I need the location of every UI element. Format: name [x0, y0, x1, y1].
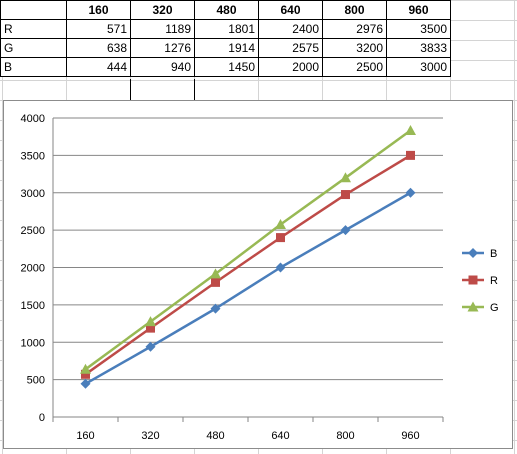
table-header-cell[interactable]: 480 — [194, 0, 259, 20]
table-header-row: 160 320 480 640 800 960 — [0, 0, 451, 20]
table-cell[interactable]: 638 — [66, 38, 131, 58]
series-r-point — [406, 150, 415, 160]
y-tick-label: 3000 — [21, 188, 45, 200]
series-b-point — [210, 303, 221, 314]
row-label-cell[interactable]: B — [0, 57, 67, 77]
table-row: R 571 1189 1801 2400 2976 3500 — [0, 19, 451, 39]
x-tick-label: 800 — [336, 430, 354, 442]
table-cell[interactable]: 940 — [130, 57, 195, 77]
table-cell[interactable]: 1801 — [194, 19, 259, 39]
x-tick-label: 480 — [206, 430, 224, 442]
series-b-point — [405, 187, 416, 198]
table-cell[interactable]: 2575 — [258, 38, 323, 58]
y-tick-label: 0 — [39, 412, 45, 424]
y-tick-label: 2500 — [21, 225, 45, 237]
table-header-cell[interactable]: 320 — [130, 0, 195, 20]
series-b-point — [80, 378, 91, 389]
table-cell[interactable]: 571 — [66, 19, 131, 39]
x-tick-label: 320 — [141, 430, 159, 442]
table-cell[interactable]: 3000 — [386, 57, 451, 77]
cell-border — [130, 79, 131, 100]
x-tick-label: 160 — [76, 430, 94, 442]
row-label-cell[interactable]: R — [0, 19, 67, 39]
series-g-point — [80, 363, 91, 374]
y-tick-label: 1000 — [21, 337, 45, 349]
series-g-line — [84, 129, 412, 371]
y-tick-label: 4000 — [21, 113, 45, 125]
cell-border — [194, 79, 195, 100]
table-cell[interactable]: 444 — [66, 57, 131, 77]
table-cell[interactable]: 1450 — [194, 57, 259, 77]
table-cell[interactable]: 2500 — [322, 57, 387, 77]
series-b-point — [340, 225, 351, 236]
table-cell[interactable]: 2000 — [258, 57, 323, 77]
table-cell[interactable]: 3200 — [322, 38, 387, 58]
series-r-point — [341, 190, 350, 200]
series-g-point — [405, 124, 416, 135]
series-b-point — [275, 262, 286, 273]
table-cell[interactable]: 1189 — [130, 19, 195, 39]
series-r-line — [84, 154, 412, 376]
table-cell[interactable]: 1276 — [130, 38, 195, 58]
table-row: B 444 940 1450 2000 2500 3000 — [0, 57, 451, 77]
line-chart[interactable]: 0 500 1000 1500 2000 2500 3000 3500 4000 160 320 48… — [4, 101, 512, 448]
table-corner-cell[interactable] — [0, 0, 67, 20]
legend-b-marker — [468, 248, 478, 258]
table-header-cell[interactable]: 960 — [386, 0, 451, 20]
table-cell[interactable]: 1914 — [194, 38, 259, 58]
series-b-point — [145, 341, 156, 352]
y-tick-label: 3500 — [21, 150, 45, 162]
series-g-point — [340, 172, 351, 183]
legend-r-label: R — [490, 275, 498, 287]
series-g-point — [210, 268, 221, 279]
table-row: G 638 1276 1914 2575 3200 3833 — [0, 38, 451, 58]
x-tick-label: 960 — [401, 430, 419, 442]
table-cell[interactable]: 2400 — [258, 19, 323, 39]
y-tick-label: 500 — [27, 375, 45, 387]
series-g-point — [145, 316, 156, 327]
legend-r-marker — [468, 275, 478, 285]
series-b-line — [84, 191, 412, 385]
series-r-point — [211, 277, 220, 287]
data-table: 160 320 480 640 800 960 R 571 1189 1801 … — [0, 0, 451, 77]
table-header-cell[interactable]: 800 — [322, 0, 387, 20]
table-header-cell[interactable]: 160 — [66, 0, 131, 20]
y-tick-label: 2000 — [21, 263, 45, 275]
table-cell[interactable]: 2976 — [322, 19, 387, 39]
chart-frame[interactable]: 0 500 1000 1500 2000 2500 3000 3500 4000 160 320 48… — [3, 100, 513, 449]
row-label-cell[interactable]: G — [0, 38, 67, 58]
legend-g-marker — [467, 301, 479, 312]
y-tick-label: 1500 — [21, 300, 45, 312]
series-r-point — [81, 369, 90, 379]
legend-b-label: B — [490, 248, 497, 260]
series-g-point — [275, 219, 286, 230]
table-cell[interactable]: 3500 — [386, 19, 451, 39]
series-r-point — [276, 233, 285, 243]
x-tick-label: 640 — [271, 430, 289, 442]
table-header-cell[interactable]: 640 — [258, 0, 323, 20]
series-r-point — [146, 323, 155, 333]
table-cell[interactable]: 3833 — [386, 38, 451, 58]
legend-g-label: G — [490, 302, 499, 314]
